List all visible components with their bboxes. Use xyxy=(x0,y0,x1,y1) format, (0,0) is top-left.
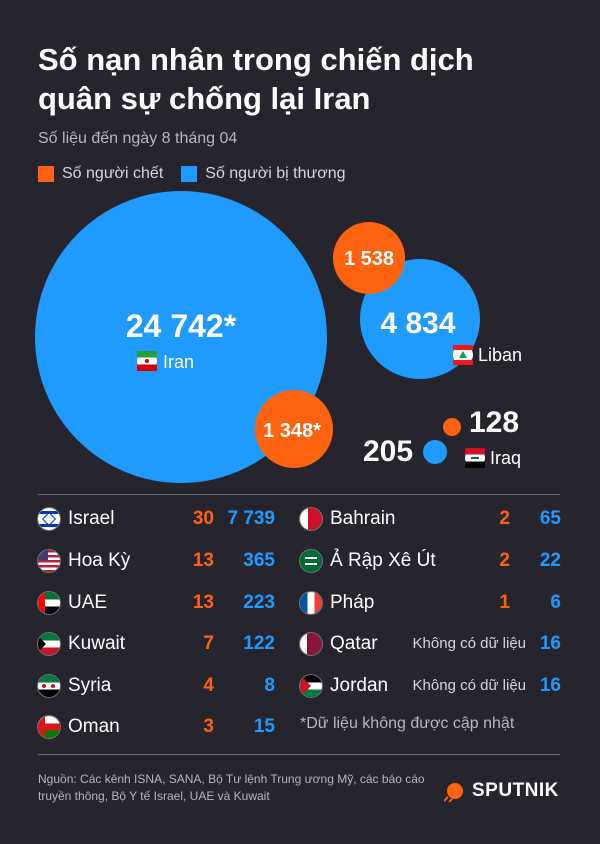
legend-injured-swatch xyxy=(181,166,198,182)
country-name: UAE xyxy=(68,592,108,613)
oman-flag-icon xyxy=(38,716,60,738)
legend-injured-label: Số người bị thương xyxy=(205,165,346,182)
country-name: Syria xyxy=(68,675,112,696)
killed-value: 4 xyxy=(203,675,214,696)
bubble-iran-killed xyxy=(255,390,333,468)
uae-flag-icon xyxy=(38,592,60,614)
title-line-2: quân sự chống lại Iran xyxy=(38,81,371,116)
country-name: Pháp xyxy=(330,592,375,613)
country-name: Qatar xyxy=(330,633,378,654)
injured-value: 8 xyxy=(264,675,275,696)
injured-value: 16 xyxy=(539,633,561,654)
bubble-iraq-injured xyxy=(423,440,447,464)
bubble-iran-killed-label: 1 348* xyxy=(263,420,321,442)
brand-name: SPUTNIK xyxy=(472,780,559,801)
saudi-flag-icon xyxy=(300,550,322,572)
country-name: Kuwait xyxy=(68,633,126,654)
killed-value: Không có dữ liệu xyxy=(412,635,526,652)
bubble-iraq-killed-label: 128 xyxy=(469,406,519,439)
injured-value: 16 xyxy=(539,675,561,696)
table-row: Ả Rập Xê Út xyxy=(300,546,436,576)
table-row: Israel xyxy=(38,504,114,534)
top-divider xyxy=(38,494,560,495)
injured-value: 122 xyxy=(243,633,275,654)
injured-value: 365 xyxy=(243,550,275,571)
injured-value: 15 xyxy=(253,716,275,737)
table-row: Kuwait xyxy=(38,629,125,659)
country-name: Jordan xyxy=(330,675,389,696)
page-title: Số nạn nhân trong chiến dịch quân sự chố… xyxy=(38,40,578,118)
subtitle: Số liệu đến ngày 8 tháng 04 xyxy=(38,130,238,147)
israel-flag-icon xyxy=(38,508,60,530)
legend-injured: Số người bị thương xyxy=(181,165,346,183)
injured-value: 6 xyxy=(550,592,561,613)
table-row: Qatar xyxy=(300,629,378,659)
killed-value: 1 xyxy=(499,592,510,613)
iraq-flag-icon xyxy=(465,448,485,468)
sputnik-logo-icon xyxy=(444,783,463,802)
syria-flag-icon xyxy=(38,675,60,697)
legend: Số người chết Số người bị thương xyxy=(38,165,364,183)
bubble-iran-injured-label: 24 742* xyxy=(126,308,237,344)
france-flag-icon xyxy=(300,592,322,614)
killed-value: 2 xyxy=(499,508,510,529)
footnote: *Dữ liệu không được cập nhật xyxy=(300,715,515,732)
killed-value: 13 xyxy=(192,550,214,571)
bubble-iran-injured xyxy=(35,191,327,483)
country-name: Israel xyxy=(68,508,115,529)
bubble-iraq-injured-label: 205 xyxy=(363,435,413,468)
bubble-liban-killed-label: 1 538 xyxy=(344,248,394,270)
iran-flag-icon xyxy=(137,351,157,371)
bottom-divider xyxy=(38,754,560,755)
injured-value: 7 739 xyxy=(227,508,275,529)
injured-value: 223 xyxy=(243,592,275,613)
killed-value: Không có dữ liệu xyxy=(412,677,526,694)
bubble-iraq-killed xyxy=(443,418,461,436)
table-row: Syria xyxy=(38,671,111,701)
bubble-liban-injured xyxy=(360,259,480,379)
qatar-flag-icon xyxy=(300,633,322,655)
country-name: Hoa Kỳ xyxy=(68,550,131,571)
killed-value: 2 xyxy=(499,550,510,571)
table-row: Bahrain xyxy=(300,504,396,534)
killed-value: 3 xyxy=(203,716,214,737)
source-text: Nguồn: Các kênh ISNA, SANA, Bộ Tư lệnh T… xyxy=(38,772,425,803)
kuwait-flag-icon xyxy=(38,633,60,655)
injured-value: 65 xyxy=(539,508,561,529)
legend-killed-label: Số người chết xyxy=(62,165,164,182)
country-name: Bahrain xyxy=(330,508,396,529)
table-row: Hoa Kỳ xyxy=(38,546,130,576)
table-row: Pháp xyxy=(300,588,374,618)
legend-killed-swatch xyxy=(38,166,54,182)
jordan-flag-icon xyxy=(300,675,322,697)
country-name: Oman xyxy=(68,716,120,737)
title-line-1: Số nạn nhân trong chiến dịch xyxy=(38,42,474,77)
killed-value: 13 xyxy=(192,592,214,613)
killed-value: 30 xyxy=(192,508,214,529)
bubble-liban-country: Liban xyxy=(478,345,522,365)
bubble-liban-killed xyxy=(333,222,405,294)
bubble-chart: 24 742* 1 348* Iran 4 834 1 538 Liban 20… xyxy=(35,191,522,483)
usa-flag-icon xyxy=(38,550,60,572)
country-name: Ả Rập Xê Út xyxy=(330,550,436,571)
table-row: Jordan xyxy=(300,671,388,701)
bubble-iraq-country: Iraq xyxy=(490,448,521,468)
lebanon-flag-icon xyxy=(453,345,473,365)
injured-value: 22 xyxy=(539,550,561,571)
table-row: Oman xyxy=(38,712,120,742)
bahrain-flag-icon xyxy=(300,508,322,530)
table-row: UAE xyxy=(38,588,107,618)
killed-value: 7 xyxy=(203,633,214,654)
bubble-iran-country: Iran xyxy=(163,352,194,372)
bubble-liban-injured-label: 4 834 xyxy=(380,307,455,340)
legend-killed: Số người chết xyxy=(38,165,163,183)
sputnik-logo: SPUTNIK xyxy=(444,780,559,802)
